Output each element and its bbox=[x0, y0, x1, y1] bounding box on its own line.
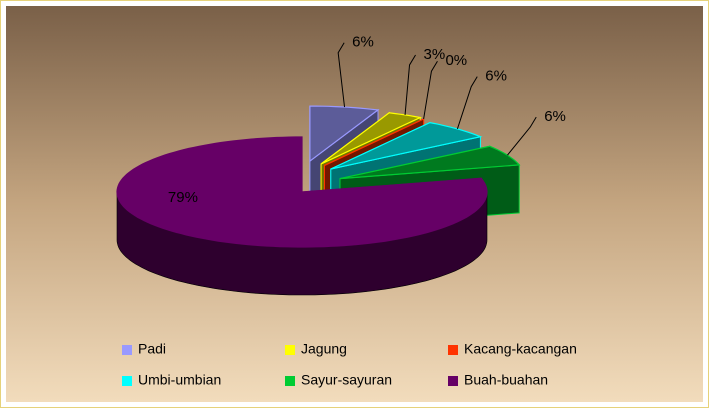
legend-swatch bbox=[285, 345, 295, 355]
legend-swatch bbox=[448, 345, 458, 355]
legend-swatch bbox=[122, 376, 132, 386]
legend-swatch bbox=[448, 376, 458, 386]
data-label: 0% bbox=[445, 52, 467, 69]
legend-swatch bbox=[285, 376, 295, 386]
legend-label: Jagung bbox=[301, 341, 347, 357]
legend-label: Umbi-umbian bbox=[138, 372, 221, 388]
legend-label: Sayur-sayuran bbox=[301, 372, 392, 388]
leader-line bbox=[404, 54, 416, 115]
data-label: 6% bbox=[544, 108, 566, 125]
slice bbox=[330, 121, 483, 170]
data-label: 3% bbox=[424, 46, 446, 63]
legend-label: Buah-buahan bbox=[464, 372, 548, 388]
slice bbox=[339, 145, 521, 180]
legend-swatch bbox=[122, 345, 132, 355]
leader-line bbox=[423, 60, 438, 120]
slice bbox=[116, 136, 488, 248]
leader-line bbox=[507, 116, 537, 156]
slice bbox=[324, 118, 424, 166]
data-label: 6% bbox=[352, 34, 374, 51]
legend-label: Kacang-kacangan bbox=[464, 341, 577, 357]
legend-label: Padi bbox=[138, 341, 166, 357]
leader-line bbox=[337, 42, 346, 108]
leader-line bbox=[456, 76, 478, 130]
data-label: 79% bbox=[168, 189, 198, 206]
slice bbox=[309, 105, 380, 163]
data-label: 6% bbox=[485, 68, 507, 85]
